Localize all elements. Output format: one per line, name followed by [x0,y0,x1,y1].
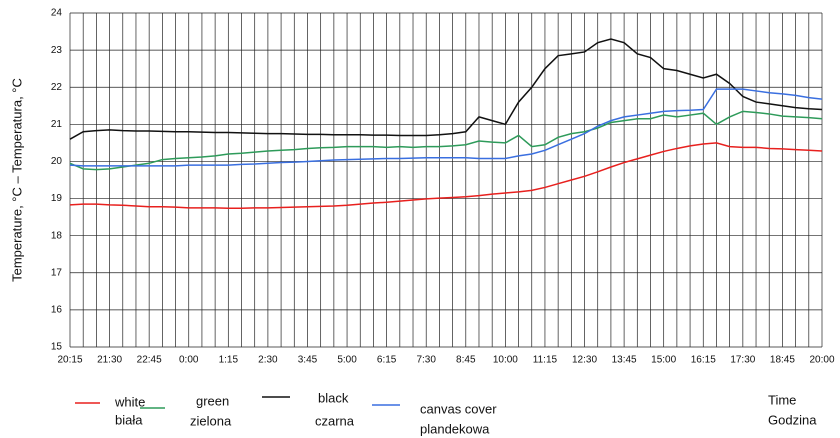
y-tick-label: 21 [51,119,63,130]
x-tick-label: 22:45 [137,355,162,366]
x-tick-label: 1:15 [219,355,239,366]
legend-label: black [318,390,349,405]
x-tick-label: 15:00 [651,355,676,366]
x-axis-title-pl: Godzina [768,412,817,427]
y-axis-title: Temperature, °C – Temperatura, °C [9,78,24,282]
y-tick-label: 20 [51,156,63,167]
x-tick-label: 5:00 [337,355,357,366]
legend-label-pl: plandekowa [420,421,490,436]
x-tick-label: 20:15 [57,355,82,366]
y-tick-label: 16 [51,305,63,316]
series-line [69,38,823,140]
legend-label-pl: zielona [190,413,232,428]
legend-label: canvas cover [420,401,497,416]
legend-label-pl: biała [115,412,143,427]
y-tick-label: 22 [51,82,63,93]
x-tick-label: 8:45 [456,355,476,366]
x-tick-label: 11:15 [533,355,558,366]
y-tick-label: 19 [51,193,63,204]
x-axis-title: Time [768,392,796,407]
x-tick-label: 2:30 [258,355,278,366]
y-tick-label: 24 [51,8,63,19]
legend-label-pl: czarna [315,413,355,428]
x-tick-label: 0:00 [179,355,199,366]
y-tick-label: 23 [51,45,63,56]
x-tick-label: 18:45 [770,355,795,366]
legend-label: green [196,393,229,408]
x-tick-label: 3:45 [298,355,318,366]
x-tick-label: 16:15 [691,355,716,366]
x-tick-label: 7:30 [416,355,436,366]
x-tick-label: 13:45 [612,355,637,366]
series-line [69,142,823,209]
x-tick-label: 17:30 [730,355,755,366]
y-tick-label: 17 [51,267,63,278]
x-tick-label: 10:00 [493,355,518,366]
x-tick-label: 6:15 [377,355,397,366]
y-tick-label: 18 [51,230,63,241]
y-tick-label: 15 [51,342,63,353]
series-line [69,110,823,171]
x-tick-label: 12:30 [572,355,597,366]
legend-label: white [114,394,145,409]
x-tick-label: 21:30 [97,355,122,366]
x-tick-label: 20:00 [809,355,834,366]
series-line [69,88,823,167]
